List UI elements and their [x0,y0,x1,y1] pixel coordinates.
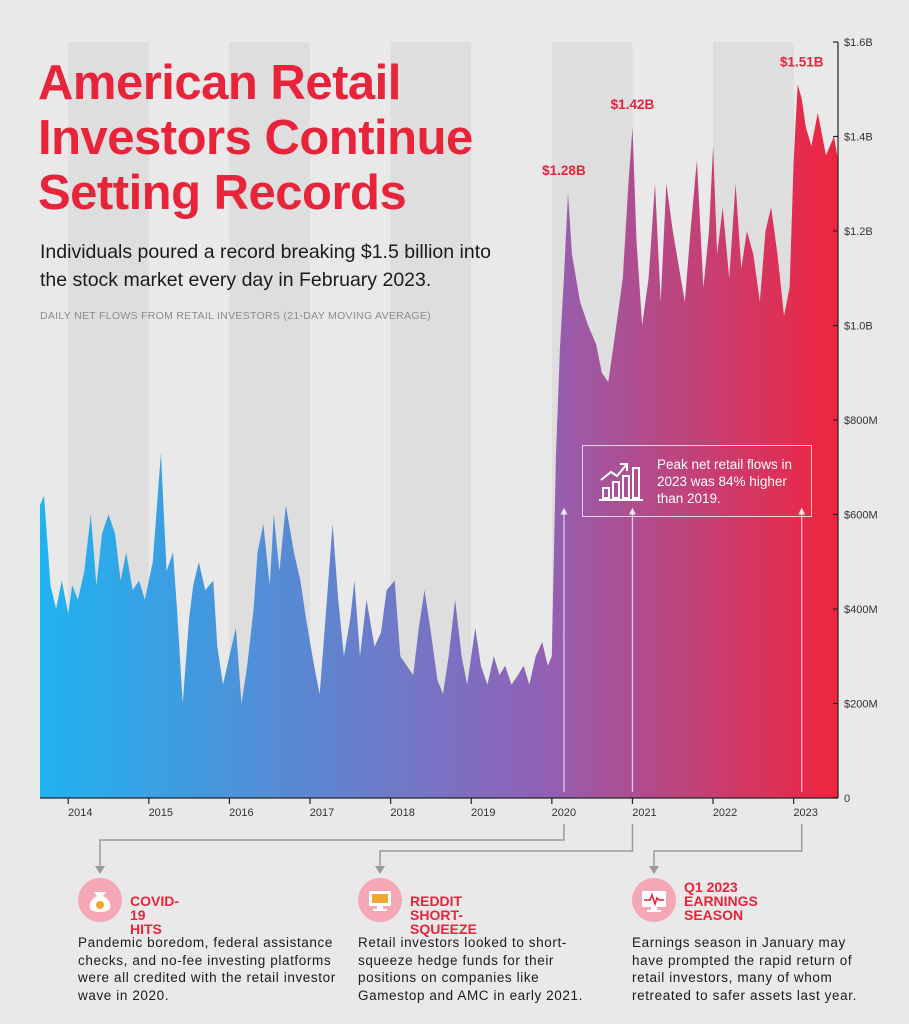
event-marker-head [798,507,806,515]
peak-label: $1.28B [542,163,586,178]
x-tick-label: 2015 [149,807,173,819]
note-body: Pandemic boredom, federal assistance che… [78,935,336,1003]
x-tick-label: 2021 [632,807,656,819]
event-connector-head [649,866,659,874]
chart-label: DAILY NET FLOWS FROM RETAIL INVESTORS (2… [40,310,431,322]
y-tick-label: $1.6B [844,37,873,49]
event-marker-head [560,507,568,515]
computer-monitor-icon [358,878,402,922]
y-tick-label: $1.4B [844,132,873,144]
peak-callout-box: Peak net retail flows in 2023 was 84% hi… [582,445,812,517]
event-marker-head [628,507,636,515]
x-tick-label: 2022 [713,807,737,819]
x-tick-label: 2023 [793,807,817,819]
x-tick-label: 2018 [390,807,414,819]
x-tick-label: 2019 [471,807,495,819]
y-tick-label: $1.2B [844,226,873,238]
event-connector-head [95,866,105,874]
event-connector [653,824,803,870]
growth-chart-icon [599,463,643,501]
x-tick-label: 2017 [310,807,334,819]
callout-text: Peak net retail flows in 2023 was 84% hi… [657,457,793,506]
event-connector-head [375,866,385,874]
heartbeat-monitor-icon [632,878,676,922]
peak-label: $1.42B [611,97,655,112]
page-subtitle: Individuals poured a record breaking $1.… [40,241,491,291]
note-body: Earnings season in January may have prom… [632,935,857,1003]
y-tick-label: $800M [844,415,878,427]
y-tick-label: 0 [844,793,850,805]
x-tick-label: 2020 [552,807,576,819]
net-flows-area [40,84,838,798]
y-tick-label: $400M [844,604,878,616]
note-title: COVID-19 HITS [130,893,179,937]
peak-label: $1.51B [780,55,824,70]
event-connector [379,824,634,870]
y-tick-label: $600M [844,510,878,522]
x-tick-label: 2014 [68,807,92,819]
y-tick-label: $1.0B [844,321,873,333]
note-title: Q1 2023 EARNINGS SEASON [684,879,758,923]
note-body: Retail investors looked to short-squeeze… [358,935,583,1003]
money-bag-icon [78,878,122,922]
y-tick-label: $200M [844,699,878,711]
note-title: REDDIT SHORT-SQUEEZE [410,893,477,937]
event-connector [99,824,565,870]
page-title: American Retail Investors Continue Setti… [38,56,473,220]
x-tick-label: 2016 [229,807,253,819]
